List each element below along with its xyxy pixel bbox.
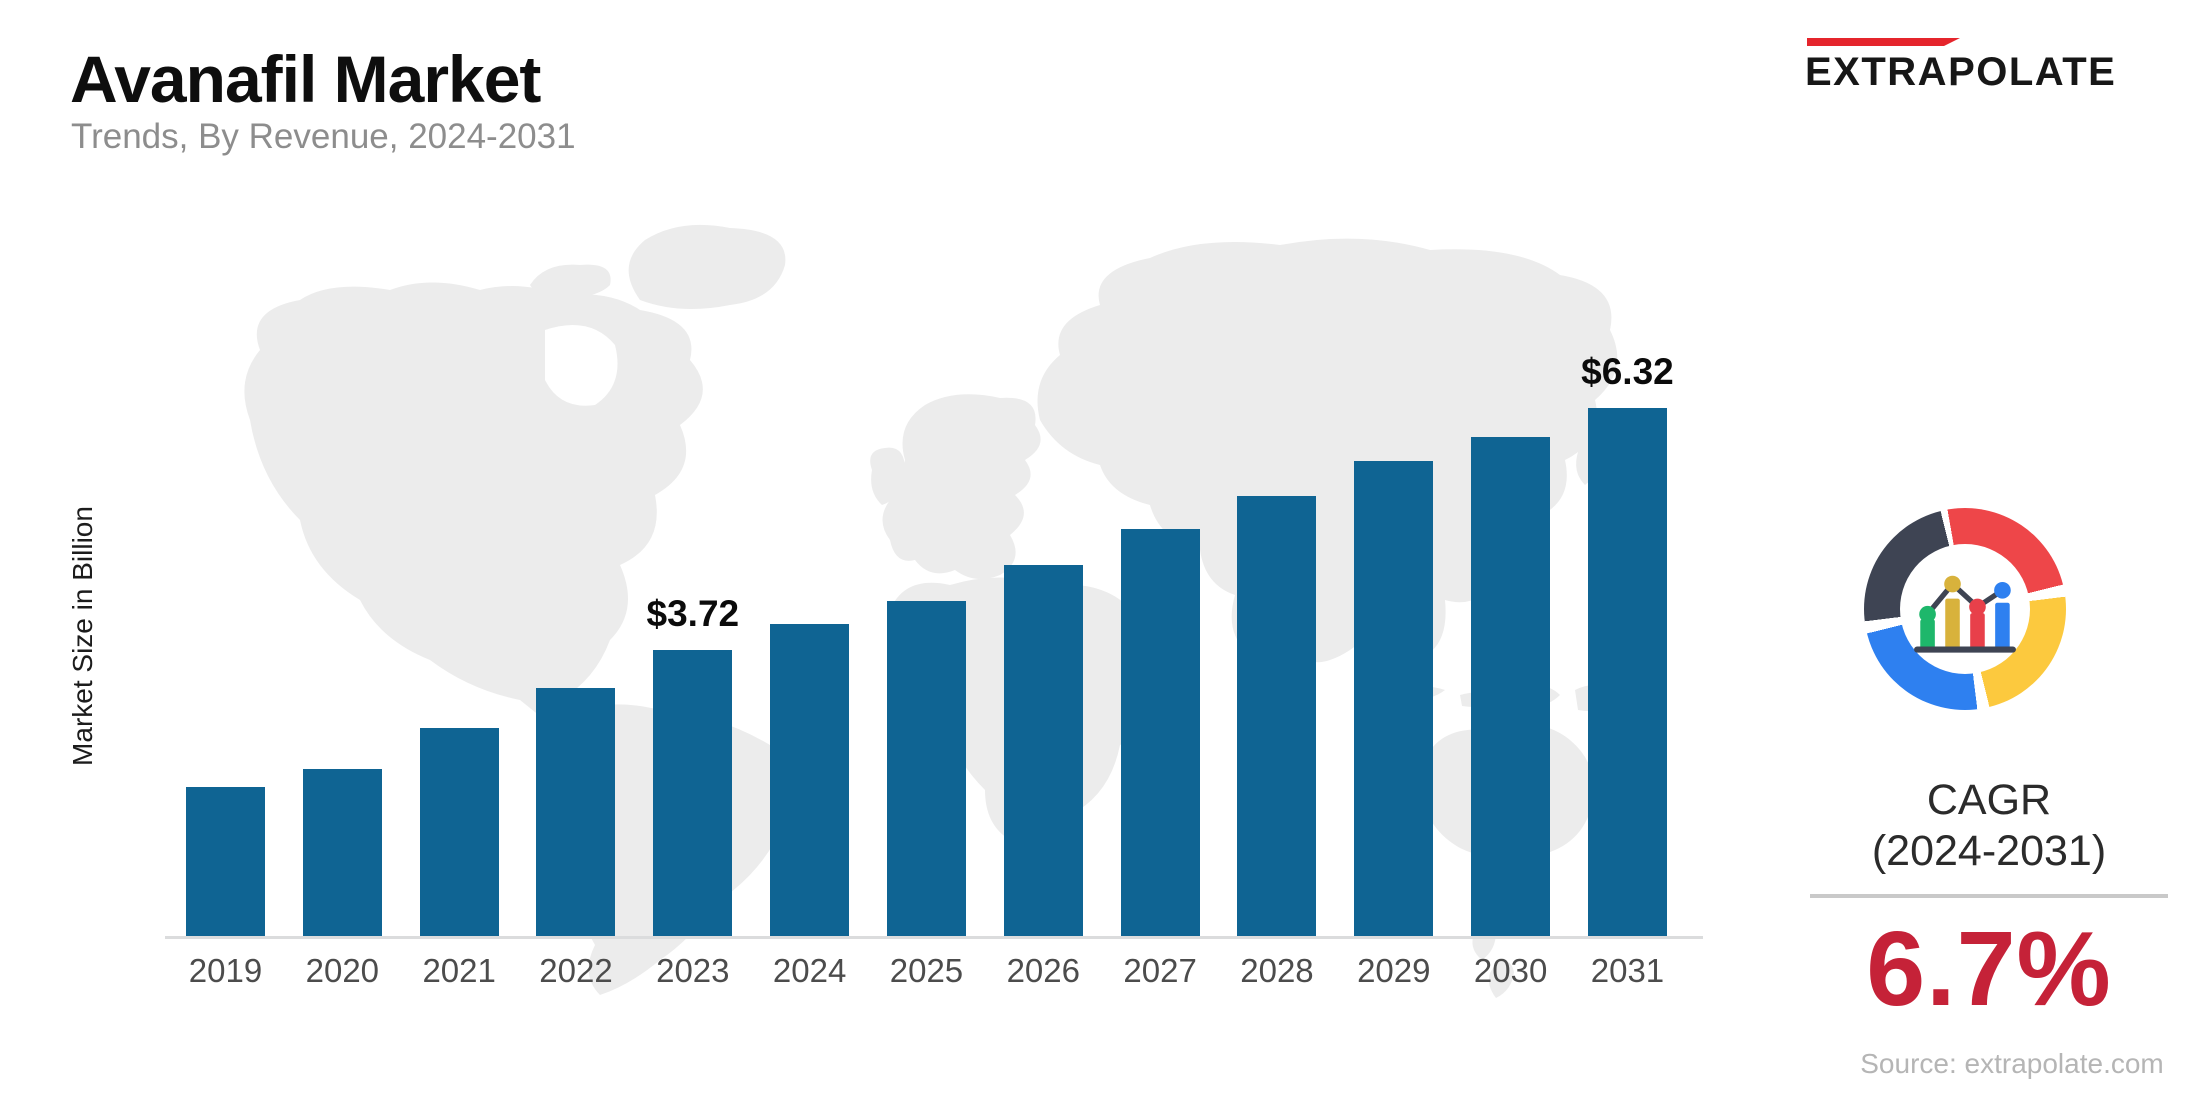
bar-2027 — [1120, 529, 1200, 938]
x-axis-line — [165, 936, 1703, 939]
brand-logo: EXTRAPOLATE — [1805, 38, 2116, 92]
x-tick-2023: 2023 — [656, 952, 730, 989]
page-subtitle: Trends, By Revenue, 2024-2031 — [71, 117, 576, 156]
bar-2026 — [1003, 565, 1083, 938]
bar-2024 — [770, 624, 850, 938]
cagr-donut-icon — [1864, 508, 2066, 710]
page-title: Avanafil Market — [70, 42, 541, 116]
logo-text: EXTRAPOLATE — [1805, 50, 2117, 94]
bar-2030 — [1471, 437, 1551, 938]
donut-hole — [1900, 544, 2030, 674]
cagr-title: CAGR — [1926, 776, 2052, 824]
y-axis-label: Market Size in Billion — [67, 506, 98, 766]
cagr-period: (2024-2031) — [1871, 827, 2107, 875]
bar-value-label-2031: $6.32 — [1581, 351, 1674, 392]
bar-2021 — [419, 728, 499, 938]
bar-value-label-2023: $3.72 — [646, 593, 740, 634]
bar-2031 — [1587, 408, 1667, 938]
bar-2019 — [186, 787, 265, 938]
bar-2029 — [1354, 461, 1434, 938]
bar-2028 — [1237, 496, 1317, 938]
x-tick-2027: 2027 — [1123, 952, 1197, 989]
x-tick-2022: 2022 — [539, 952, 613, 989]
bar-2025 — [886, 601, 966, 938]
x-tick-2025: 2025 — [889, 952, 964, 989]
x-tick-2029: 2029 — [1357, 952, 1431, 989]
x-tick-2019: 2019 — [188, 952, 263, 989]
x-tick-2031: 2031 — [1590, 952, 1665, 989]
x-tick-2024: 2024 — [772, 952, 847, 989]
bar-2023 — [653, 650, 733, 938]
mini-chart-icon — [1914, 575, 2016, 653]
x-tick-2026: 2026 — [1006, 952, 1080, 989]
x-tick-2021: 2021 — [422, 952, 496, 989]
logo-accent-bar — [1807, 38, 1960, 46]
source-text: Source: extrapolate.com — [1860, 1048, 2164, 1079]
x-tick-2028: 2028 — [1240, 952, 1314, 989]
bar-2022 — [536, 688, 616, 938]
cagr-value: 6.7% — [1866, 910, 2112, 1028]
cagr-divider — [1810, 894, 2168, 898]
x-tick-2020: 2020 — [305, 952, 380, 989]
plot-area: 2019 2020 2021 2022 2023 $3.72 2024 2025 2026 202… — [160, 140, 1710, 987]
bar-2020 — [302, 769, 382, 938]
x-tick-2030: 2030 — [1473, 952, 1548, 989]
